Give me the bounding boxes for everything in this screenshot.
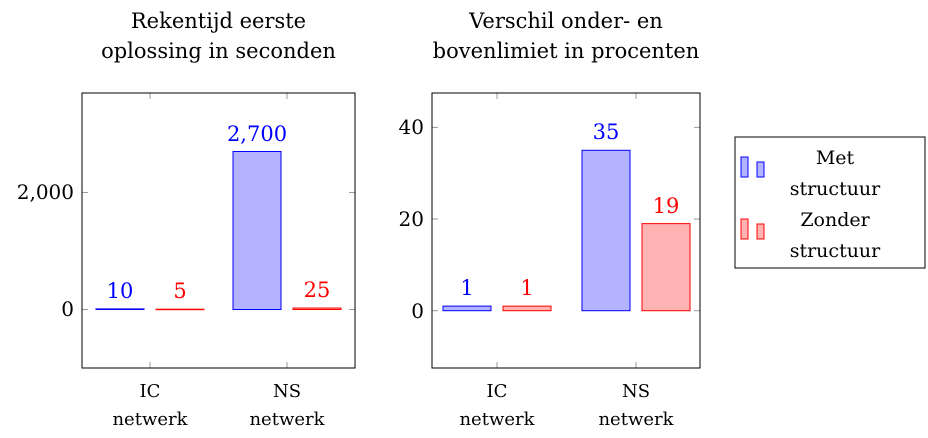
value-label: 1: [460, 276, 474, 301]
x-tick-label: IC netwerk: [112, 381, 188, 430]
chart-title: Verschil onder- en bovenlimiet in procen…: [432, 9, 700, 63]
x-tick-label: IC netwerk: [459, 381, 535, 430]
value-label: 19: [652, 193, 680, 218]
bar: [155, 308, 205, 311]
bar: [581, 149, 631, 312]
y-tick-label: 2,000: [16, 180, 74, 205]
legend-swatch: [756, 223, 765, 240]
bar: [292, 307, 342, 310]
value-label: 1: [520, 276, 534, 301]
legend-box: [734, 136, 926, 269]
bar: [95, 308, 145, 310]
value-label: 2,700: [226, 121, 288, 146]
plot-frame: [431, 92, 701, 369]
chart-title: Rekentijd eerste oplossing in seconden: [101, 9, 336, 63]
legend-swatch: [740, 218, 749, 240]
y-tick-label: 40: [398, 115, 424, 140]
x-tick-label: NS netwerk: [598, 381, 674, 430]
y-tick-label: 20: [398, 207, 424, 232]
value-label: 35: [592, 120, 620, 145]
bar: [442, 305, 492, 312]
value-label: 25: [303, 278, 331, 303]
y-tick-label: 0: [61, 297, 74, 322]
legend-swatch: [756, 161, 765, 178]
legend-swatch: [740, 156, 749, 178]
bar: [502, 305, 552, 312]
x-tick-label: NS netwerk: [249, 381, 325, 430]
legend-label: Zonder structuur: [789, 209, 881, 262]
bar: [232, 151, 282, 310]
bar: [641, 223, 691, 312]
value-label: 5: [173, 279, 187, 304]
plot-frame: [81, 92, 356, 369]
value-label: 10: [106, 278, 134, 303]
y-tick-label: 0: [411, 298, 424, 323]
legend-label: Met structuur: [789, 147, 881, 200]
